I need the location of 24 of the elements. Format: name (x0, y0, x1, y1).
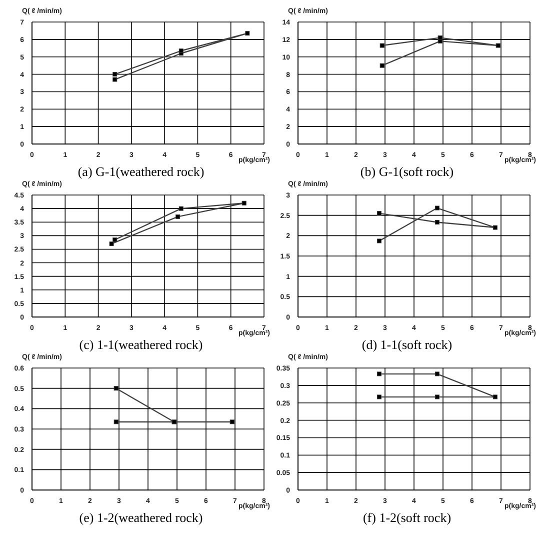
text: (e) 1-2(weathered rock) (78, 510, 204, 525)
text: (b) G-1(soft rock) (359, 164, 455, 179)
point (380, 63, 384, 68)
point (434, 206, 440, 210)
point (109, 242, 114, 246)
point (376, 211, 382, 216)
point (112, 72, 118, 77)
point (112, 77, 118, 82)
point (176, 214, 180, 219)
point (245, 31, 250, 36)
point (496, 43, 500, 48)
text: (c) 1-1(weathered rock) (78, 337, 204, 352)
text: (f) 1-2(soft rock) (362, 510, 452, 525)
point (380, 43, 384, 48)
point (376, 238, 382, 244)
point (438, 38, 442, 44)
point (112, 237, 118, 242)
point (434, 220, 440, 224)
point (178, 48, 184, 54)
point (242, 200, 246, 206)
text: (a) G-1(weathered rock) (76, 164, 206, 179)
point (178, 206, 184, 211)
point (492, 225, 498, 230)
text: (d) 1-1(soft rock) (360, 337, 454, 352)
